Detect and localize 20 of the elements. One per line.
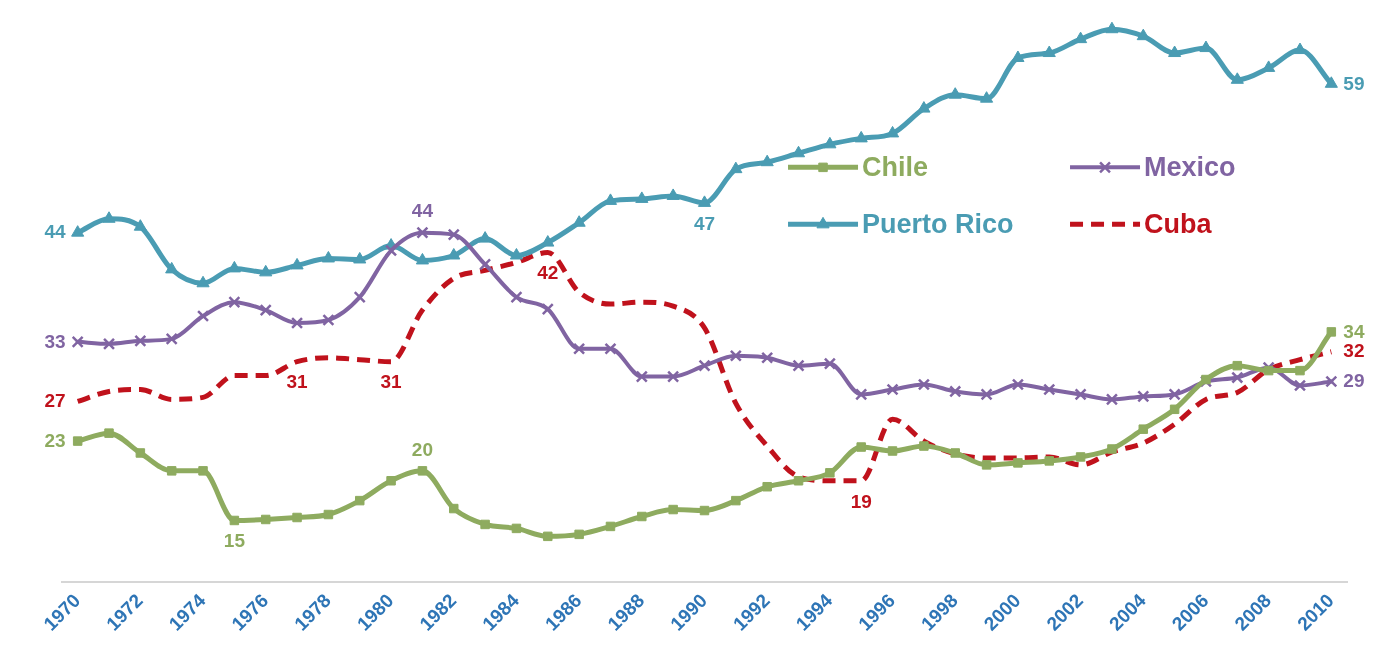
data-label: 20 bbox=[411, 438, 433, 460]
data-label: 23 bbox=[44, 429, 66, 451]
data-label: 19 bbox=[850, 490, 872, 512]
data-label: 15 bbox=[223, 530, 246, 552]
data-label: 59 bbox=[1343, 72, 1365, 94]
data-label: 34 bbox=[1343, 320, 1365, 342]
data-label: 33 bbox=[44, 330, 66, 352]
legend-label: Chile bbox=[862, 151, 929, 182]
data-label: 44 bbox=[411, 200, 434, 222]
data-label: 29 bbox=[1343, 370, 1365, 392]
data-label: 44 bbox=[44, 221, 67, 243]
legend-label: Mexico bbox=[1144, 151, 1236, 182]
data-label: 31 bbox=[286, 371, 309, 393]
data-label: 32 bbox=[1343, 340, 1365, 362]
data-label: 31 bbox=[380, 371, 403, 393]
data-label: 42 bbox=[537, 262, 559, 284]
data-label: 27 bbox=[44, 390, 66, 412]
legend-label: Puerto Rico bbox=[862, 208, 1014, 239]
data-label: 47 bbox=[693, 212, 716, 234]
legend-label: Cuba bbox=[1144, 208, 1213, 239]
